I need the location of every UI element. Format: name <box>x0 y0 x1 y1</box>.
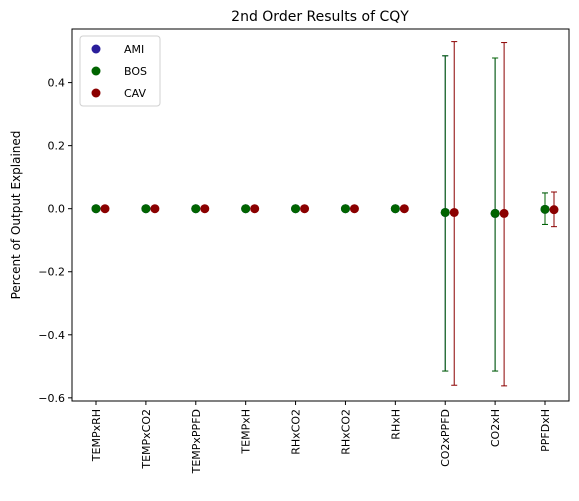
data-point <box>300 204 310 214</box>
legend-label: AMI <box>124 43 144 56</box>
axes: −0.6 −0.4 −0.2 0.0 0.2 0.4 TEMPxRH TEMPxCO2 TEMP… <box>38 28 570 474</box>
legend-marker <box>91 44 101 54</box>
data-point <box>100 204 110 214</box>
y-tick-label: 0.2 <box>48 140 66 153</box>
y-tick-label: −0.4 <box>38 329 65 342</box>
legend-label: CAV <box>124 87 147 100</box>
data-point <box>141 204 151 214</box>
x-tick-label: TEMPxH <box>240 409 253 455</box>
legend-box <box>79 35 161 107</box>
x-tick-label: PPFDxH <box>539 409 552 452</box>
x-tick-label: TEMPxCO2 <box>140 409 153 470</box>
legend-label: BOS <box>124 65 147 78</box>
data-point <box>499 208 509 218</box>
data-point <box>449 207 459 217</box>
legend: AMI BOS CAV <box>79 35 161 107</box>
y-tick-label: 0.4 <box>48 77 66 90</box>
x-tick-label: RHxH <box>389 409 402 440</box>
data-point <box>490 208 500 218</box>
data-point <box>549 205 559 215</box>
y-tick-label: −0.2 <box>38 266 65 279</box>
data-point <box>191 204 201 214</box>
x-tick-label: CO2xPPFD <box>439 409 452 467</box>
data-point <box>241 204 251 214</box>
data-point <box>150 204 160 214</box>
x-tick-label: TEMPxPPFD <box>190 409 203 474</box>
data-points <box>91 204 559 218</box>
data-point <box>540 204 550 214</box>
data-point <box>440 207 450 217</box>
legend-marker <box>91 88 101 98</box>
data-point <box>91 204 101 214</box>
x-tick-label: TEMPxRH <box>90 409 103 462</box>
data-point <box>200 204 210 214</box>
data-point <box>390 204 400 214</box>
x-tick-label: CO2xH <box>489 409 502 447</box>
error-bars <box>442 41 557 387</box>
x-tick-label: RHxCO2 <box>290 409 303 455</box>
y-axis-label: Percent of Output Explained <box>9 131 23 300</box>
data-point <box>349 204 359 214</box>
chart-title: 2nd Order Results of CQY <box>231 9 409 25</box>
data-point <box>250 204 260 214</box>
y-tick-label: 0.0 <box>48 203 66 216</box>
data-point <box>291 204 301 214</box>
legend-marker <box>91 66 101 76</box>
x-tick-label: RHxCO2 <box>339 409 352 455</box>
plot-frame <box>71 28 570 402</box>
data-point <box>340 204 350 214</box>
y-tick-label: −0.6 <box>38 392 65 405</box>
data-point <box>399 204 409 214</box>
